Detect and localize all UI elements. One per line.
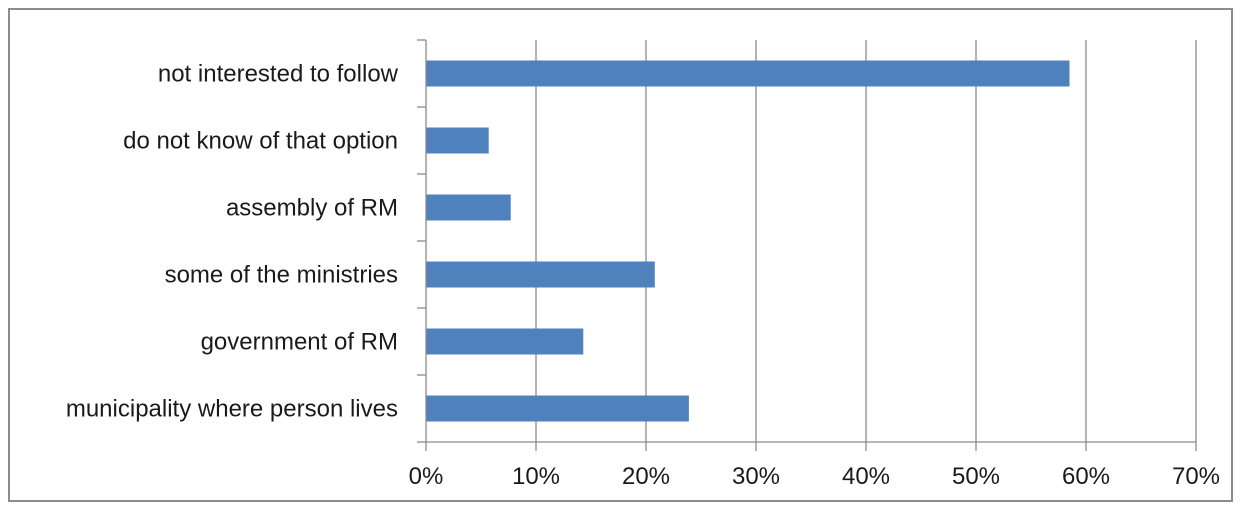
x-tick-labels: 0% 10% 20% 30% 40% 50% 60% 70% bbox=[409, 463, 1220, 490]
category-label: some of the ministries bbox=[165, 262, 398, 289]
bar bbox=[426, 395, 689, 422]
x-tick-label: 40% bbox=[842, 463, 890, 490]
x-tick-label: 20% bbox=[622, 463, 670, 490]
x-tick-label: 60% bbox=[1062, 463, 1110, 490]
category-label: government of RM bbox=[201, 329, 398, 356]
gridlines bbox=[535, 40, 1197, 442]
x-tick-label: 10% bbox=[512, 463, 560, 490]
x-tick-label: 50% bbox=[952, 463, 1000, 490]
x-tick-label: 70% bbox=[1172, 463, 1220, 490]
category-label: municipality where person lives bbox=[66, 396, 398, 423]
bar bbox=[426, 60, 1070, 87]
bar bbox=[426, 328, 584, 355]
category-label: not interested to follow bbox=[158, 61, 399, 88]
axes bbox=[417, 39, 1197, 451]
bar bbox=[426, 127, 489, 154]
category-label: assembly of RM bbox=[226, 195, 398, 222]
bars bbox=[426, 60, 1070, 422]
x-tick-label: 0% bbox=[409, 463, 444, 490]
category-label: do not know of that option bbox=[123, 128, 398, 155]
category-labels: not interested to follow do not know of t… bbox=[66, 61, 399, 423]
bar bbox=[426, 194, 511, 221]
x-tick-label: 30% bbox=[732, 463, 780, 490]
bar bbox=[426, 261, 655, 288]
